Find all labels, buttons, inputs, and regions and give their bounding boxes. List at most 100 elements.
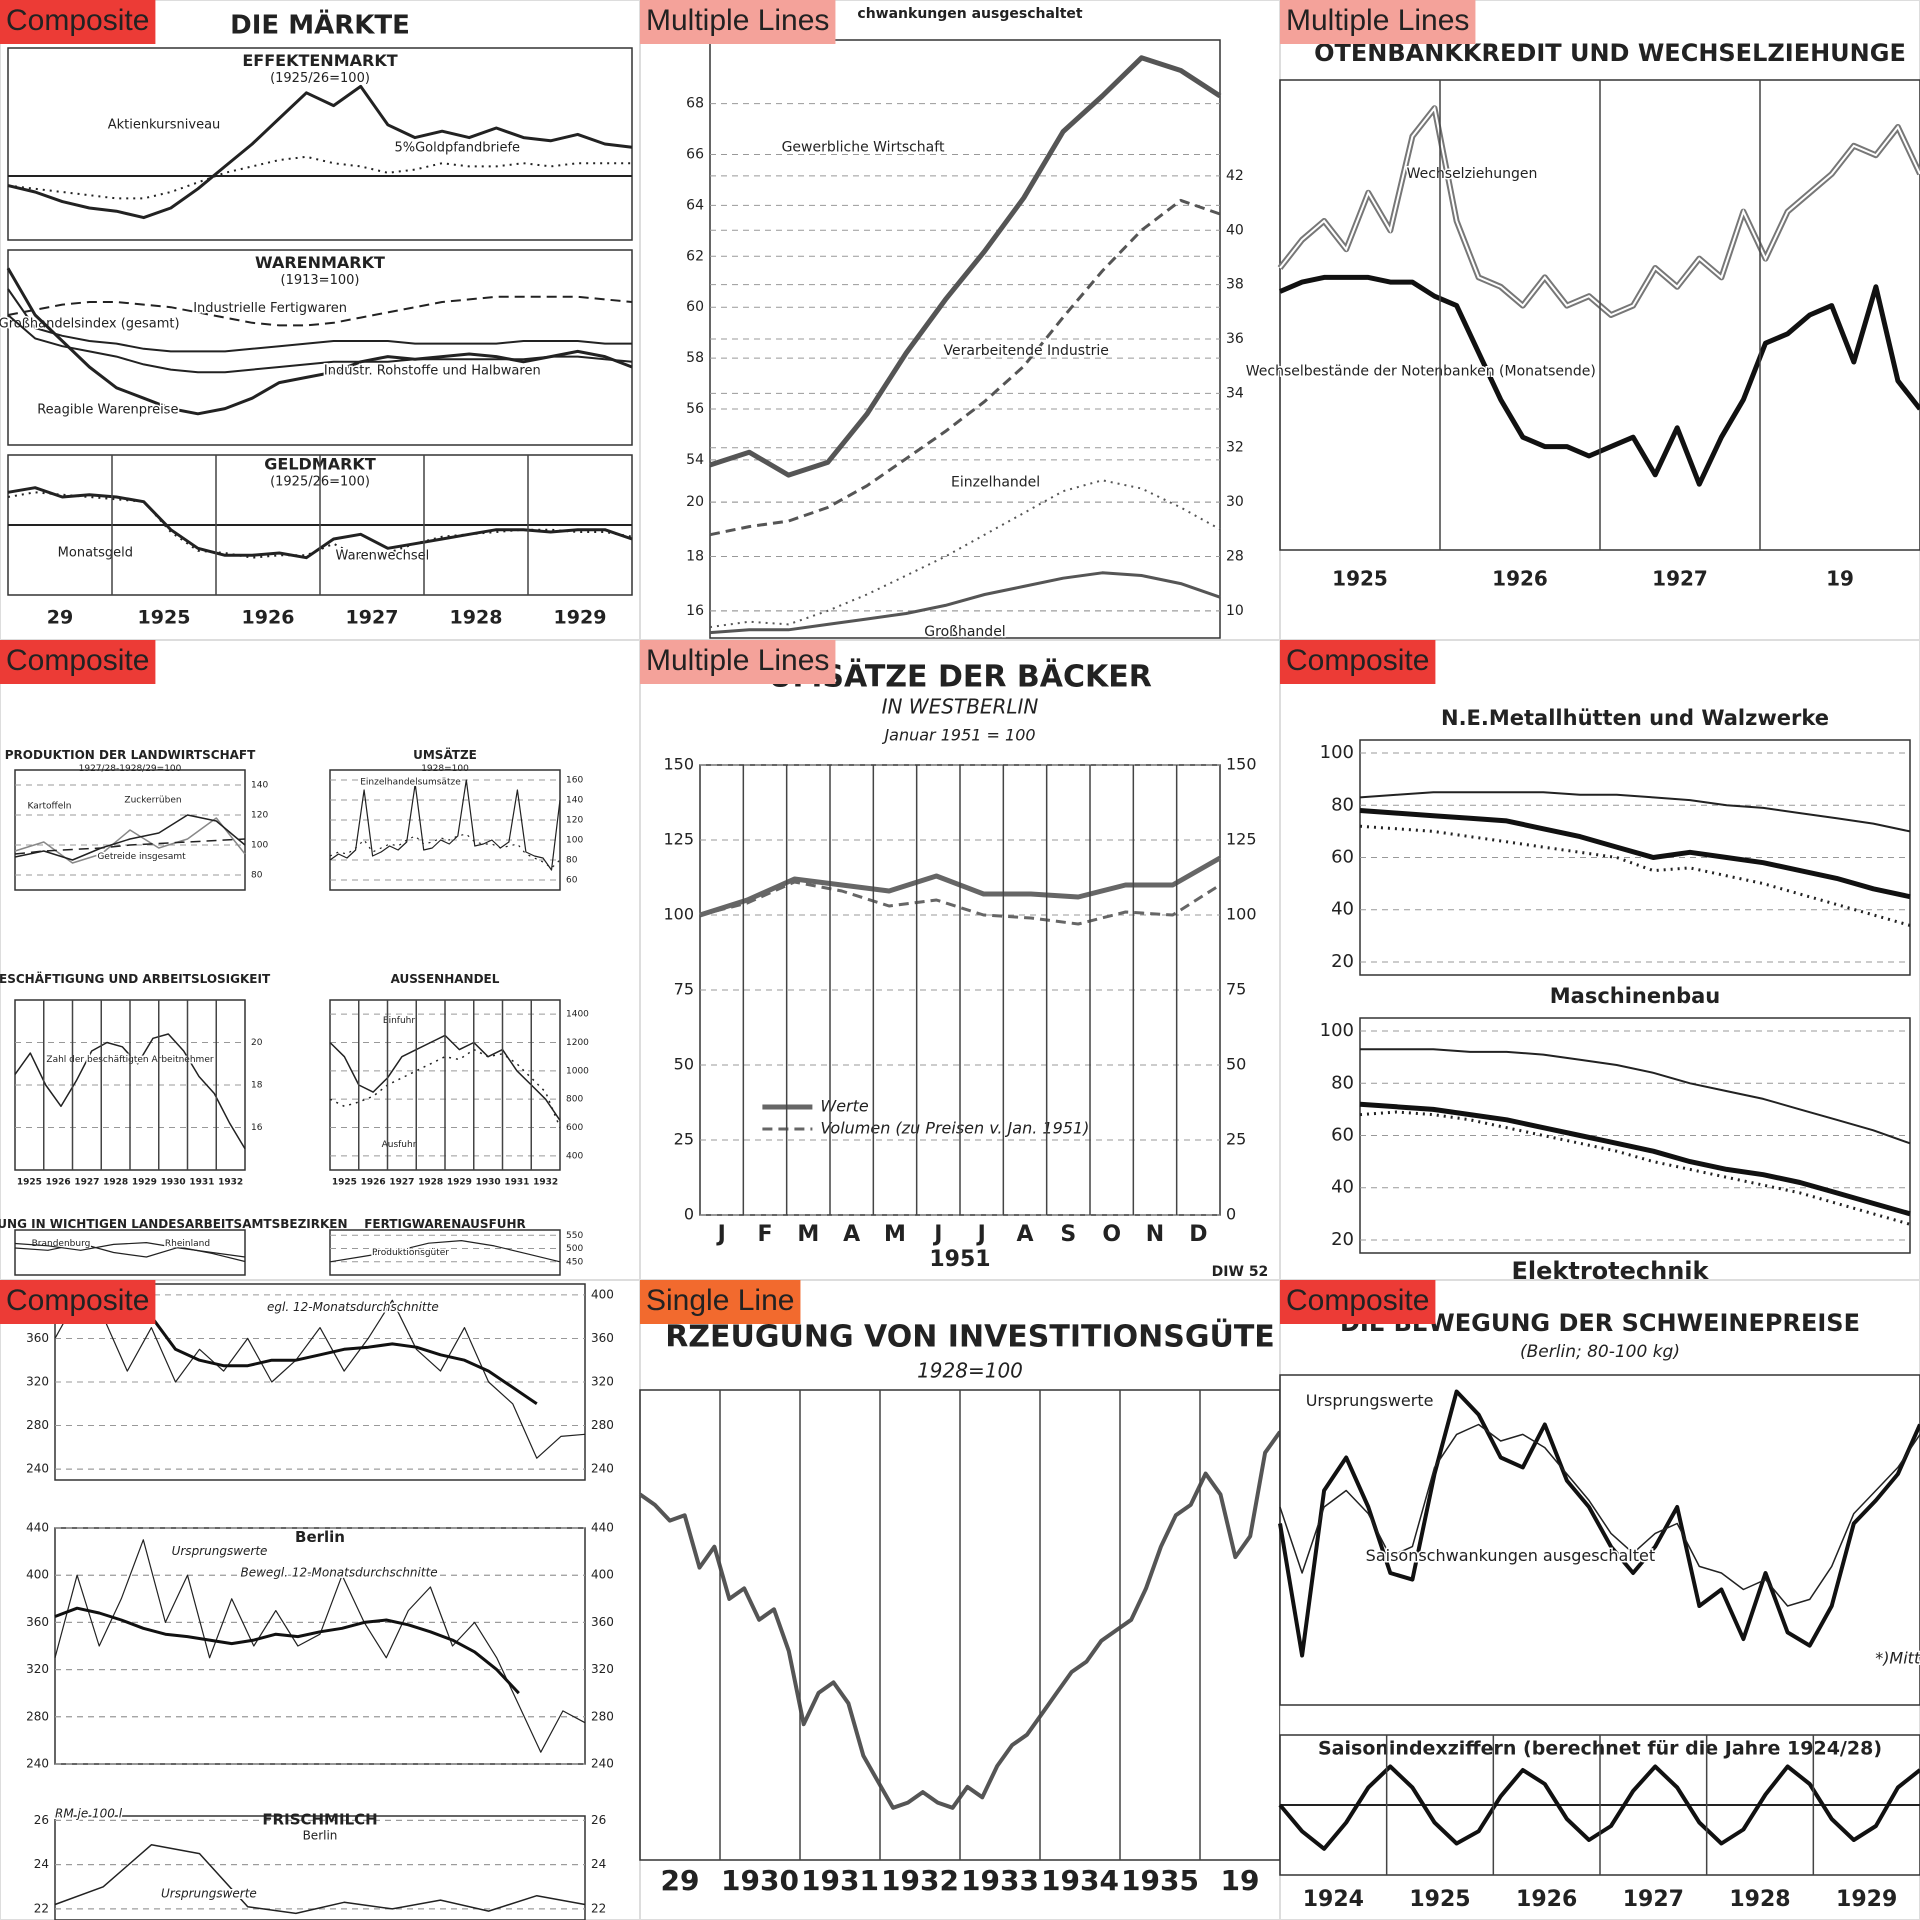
y-tick-label: 16	[686, 603, 704, 619]
y-tick-label: 500	[566, 1244, 583, 1254]
chart-tag-background	[1280, 0, 1476, 44]
series-line	[1359, 1110, 1911, 1226]
series-line	[1359, 1101, 1911, 1217]
y-tick-label: 100	[1320, 1020, 1354, 1041]
x-tick-label: 1927	[74, 1178, 99, 1188]
y-tick-label: 240	[26, 1757, 49, 1771]
chart-tile: 20 40 60 80 100 N.E.Metallhütten und Walzwerk…	[1280, 640, 1920, 1285]
series-line	[54, 1539, 586, 1753]
chart-tag-background	[0, 640, 156, 684]
series-label: Saisonschwankungen ausgeschaltet	[1366, 1546, 1655, 1565]
y-tick-label: 50	[674, 1055, 694, 1074]
x-tick-label: 1927	[1652, 567, 1708, 591]
annotation: RM je 100 l	[55, 1806, 123, 1820]
y-tick-label: 320	[591, 1662, 614, 1676]
series-label: Reagible Warenpreise	[37, 402, 178, 417]
panel-frame	[329, 1229, 561, 1276]
y-tick-label: 400	[591, 1287, 614, 1301]
y-tick-label: 80	[566, 856, 578, 866]
chart-tile: 80 100 120 140 PRODUKTION DER LANDWIRTSCHAFT…	[0, 640, 640, 1280]
series-label: 5%Goldpfandbriefe	[394, 140, 520, 155]
tile-frame	[1280, 640, 1920, 1280]
y-tick-label: 32	[1226, 440, 1244, 456]
series-label: Aktienkursniveau	[108, 117, 221, 132]
chart-tag: Composite	[6, 644, 149, 677]
x-tick-label: 1925	[332, 1178, 357, 1188]
series-line	[1278, 1389, 1920, 1658]
x-tick-label: 1929	[132, 1178, 157, 1188]
series-line	[6, 267, 633, 416]
y-tick-label: 0	[684, 1205, 694, 1224]
x-tick-label: 1926	[361, 1178, 386, 1188]
y-tick-label: 320	[26, 1375, 49, 1389]
y-tick-label: 30	[1226, 494, 1244, 510]
panel-frame	[329, 769, 561, 891]
series-line	[14, 1242, 246, 1258]
series-label: Industr. Rohstoffe und Halbwaren	[324, 363, 541, 378]
x-tick-label: 1928	[103, 1178, 128, 1188]
chart-title: DIE MÄRKTE	[230, 9, 410, 41]
y-tick-label: 320	[26, 1662, 49, 1676]
series-label: Produktionsgüter	[372, 1248, 449, 1258]
y-tick-label: 18	[251, 1081, 263, 1091]
panel-title: PRODUKTION DER LANDWIRTSCHAFT	[5, 748, 256, 762]
panel-title: BESCHÄFTIGUNG IN WICHTIGEN LANDESARBEITS…	[0, 1216, 348, 1231]
series-label: Warenwechsel	[336, 548, 430, 563]
y-tick-label: 360	[591, 1615, 614, 1629]
y-tick-label: 60	[566, 876, 578, 886]
panel-subtitle: 1927/28-1928/29=100	[79, 764, 182, 774]
y-tick-label: 440	[26, 1521, 49, 1535]
series-line	[14, 838, 246, 855]
y-tick-label: 26	[34, 1813, 49, 1827]
series-line	[7, 84, 633, 220]
y-tick-label: 100	[663, 905, 694, 924]
y-tick-label: 1000	[566, 1066, 589, 1076]
series-label: Verarbeitende Industrie	[944, 343, 1109, 359]
panel-subtitle: (1913=100)	[281, 273, 360, 288]
series-label: Ausfuhr	[382, 1140, 417, 1150]
series-label: Getreide insgesamt	[97, 852, 186, 862]
panel-title: AUSSENHANDEL	[391, 972, 500, 986]
y-tick-label: 36	[1226, 331, 1244, 347]
x-tick-label: 29	[661, 1864, 700, 1897]
y-tick-label: 125	[1226, 830, 1257, 849]
x-tick-label: J	[716, 1222, 726, 1247]
chart-title: chwankungen ausgeschaltet	[857, 6, 1083, 22]
x-tick-label: J	[932, 1222, 942, 1247]
y-tick-label: 240	[591, 1462, 614, 1476]
x-tick-label: 1933	[961, 1864, 1039, 1897]
y-tick-label: 1200	[566, 1038, 589, 1048]
x-tick-label: 1935	[1121, 1864, 1199, 1897]
chart-tag-background	[640, 640, 836, 684]
y-tick-label: 240	[26, 1462, 49, 1476]
x-tick-label: M	[797, 1222, 819, 1247]
x-tick-label: 1932	[218, 1178, 243, 1188]
panel-subtitle: Berlin	[303, 1829, 338, 1843]
x-tick-label: 1931	[801, 1864, 879, 1897]
y-tick-label: 20	[251, 1038, 263, 1048]
x-tick-label: S	[1060, 1222, 1076, 1247]
y-tick-label: 80	[1331, 794, 1354, 815]
y-tick-label: 800	[566, 1095, 583, 1105]
panel-title: EFFEKTENMARKT	[242, 51, 397, 70]
x-tick-label: 1931	[504, 1178, 529, 1188]
tile-frame	[0, 640, 640, 1280]
chart-subtitle: 1928=100	[917, 1359, 1023, 1383]
panel-title: FRISCHMILCH	[262, 1811, 377, 1829]
annotation: 1951	[929, 1247, 990, 1272]
x-tick-label: 1926	[1516, 1887, 1577, 1912]
panel-frame	[7, 47, 633, 241]
x-tick-label: F	[757, 1222, 772, 1247]
y-tick-label: 42	[1226, 168, 1244, 184]
panel-title: N.E.Metallhütten und Walzwerke	[1441, 706, 1829, 730]
panel-frame	[14, 1229, 246, 1276]
y-tick-label: 125	[663, 830, 694, 849]
panel-subtitle: 1928=100	[421, 764, 469, 774]
x-tick-label: 1925	[1332, 567, 1388, 591]
chart-tag: Composite	[1286, 644, 1429, 677]
series-label: Ursprungswerte	[1306, 1391, 1434, 1410]
legend-label: Volumen (zu Preisen v. Jan. 1951)	[820, 1119, 1089, 1138]
y-tick-label: 360	[591, 1331, 614, 1345]
y-tick-label: 550	[566, 1231, 583, 1241]
